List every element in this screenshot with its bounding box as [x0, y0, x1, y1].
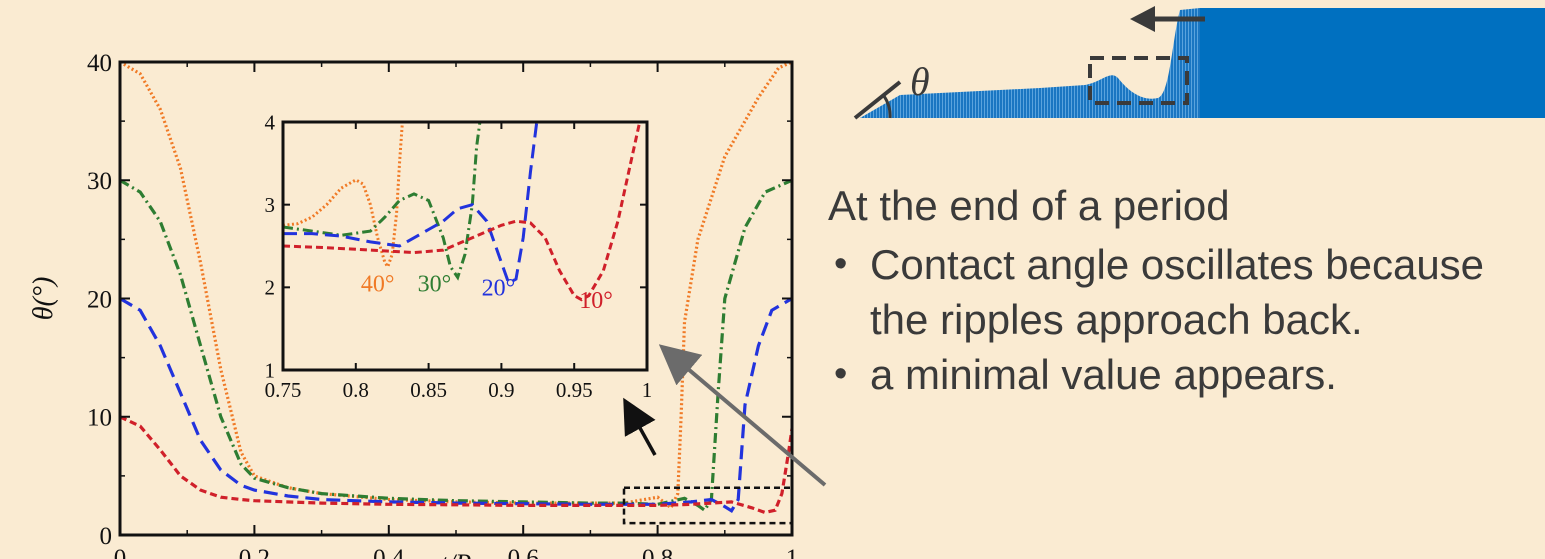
main-xtick-label-6: 1 — [786, 545, 799, 559]
main-xtick-label-3: 0.4 — [373, 545, 405, 559]
angle-symbol-label: θ — [910, 59, 930, 104]
inset-series-3-line — [283, 122, 539, 286]
explanation-bullets: Contact angle oscillates because the rip… — [828, 237, 1545, 402]
main-ytick-label-4: 30 — [87, 168, 112, 195]
inset-ytick-label-4: 4 — [265, 110, 276, 134]
x-axis-label: t/P — [441, 549, 471, 559]
liquid-film — [860, 8, 1200, 118]
droplet-schematic: θ — [853, 6, 1545, 120]
liquid-reservoir — [1200, 8, 1545, 118]
y-axis-label: θ(°) — [28, 277, 59, 321]
main-series-3-line — [120, 297, 792, 514]
main-series-4-line — [120, 415, 792, 515]
main-xtick-label-5: 0.8 — [642, 545, 673, 559]
angle-line — [853, 80, 902, 120]
inset-ytick-label-1: 1 — [265, 358, 276, 382]
inset-ytick-label-2: 2 — [265, 276, 276, 300]
inset-xtick-label-5: 0.95 — [556, 378, 593, 402]
main-ytick-label-5: 40 — [87, 50, 112, 77]
inset-xtick-label-6: 1 — [642, 378, 653, 402]
explanation-panel: At the end of a period Contact angle osc… — [828, 175, 1545, 402]
zoom-region-box — [622, 486, 794, 525]
explanation-heading: At the end of a period — [828, 182, 1230, 229]
motion-arrow-head — [1130, 6, 1155, 32]
main-xtick-label-1: 0 — [114, 545, 127, 559]
main-ytick-label-3: 20 — [87, 286, 112, 313]
inset-xtick-label-2: 0.8 — [343, 378, 369, 402]
inset-plot-area: 0.75 0.8 0.85 0.9 0.95 1 1 2 3 4 40° 30° 20° 10° — [265, 110, 653, 402]
annotations — [622, 397, 794, 525]
inset-xtick-label-1: 0.75 — [265, 378, 302, 402]
angle-arc — [882, 95, 892, 119]
main-xtick-label-4: 0.6 — [508, 545, 539, 559]
inset-series-2-line — [283, 122, 482, 281]
main-series-2-line — [120, 178, 792, 513]
inset-series-1-line — [283, 122, 404, 270]
explanation-bullet-1: Contact angle oscillates because the rip… — [828, 237, 1545, 347]
inset-ytick-label-3: 3 — [265, 193, 276, 217]
ripple-highlight-box — [1088, 56, 1189, 105]
inset-series-label-3: 20° — [482, 276, 516, 302]
inset-series-label-4: 10° — [579, 288, 613, 314]
inset-xtick-label-4: 0.9 — [488, 378, 514, 402]
inset-pointer-arrow — [623, 397, 657, 456]
main-ytick-label-1: 0 — [100, 523, 113, 550]
inset-xtick-label-3: 0.85 — [410, 378, 447, 402]
inset-frame — [281, 120, 649, 372]
inset-series-label-2: 30° — [418, 271, 452, 297]
inset-series-label-1: 40° — [361, 271, 395, 297]
main-ytick-label-2: 10 — [87, 405, 112, 432]
explanation-bullet-2: a minimal value appears. — [828, 347, 1545, 402]
inset-background — [283, 122, 647, 370]
main-xtick-label-2: 0.2 — [239, 545, 270, 559]
